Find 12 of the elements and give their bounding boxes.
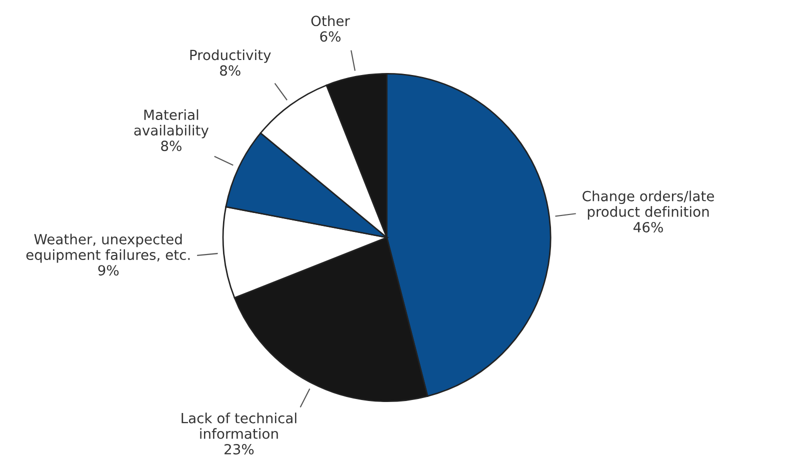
slice-label: Productivity — [190, 49, 271, 63]
slice-label: Other — [311, 15, 350, 26]
slice-label: Weather, unexpected equipment failures, etc. — [26, 234, 190, 263]
data-label: 9% — [98, 265, 119, 276]
slice-label: Lack of technical information — [182, 412, 296, 439]
data-label: 46% — [634, 222, 663, 232]
data-label: 8% — [161, 140, 182, 152]
slice-label: Change orders/late product definition — [582, 190, 714, 220]
data-label: 6% — [320, 31, 341, 42]
data-label: 23% — [224, 444, 254, 454]
slice-label: Material availability — [134, 109, 209, 138]
data-label: 8% — [220, 65, 240, 76]
